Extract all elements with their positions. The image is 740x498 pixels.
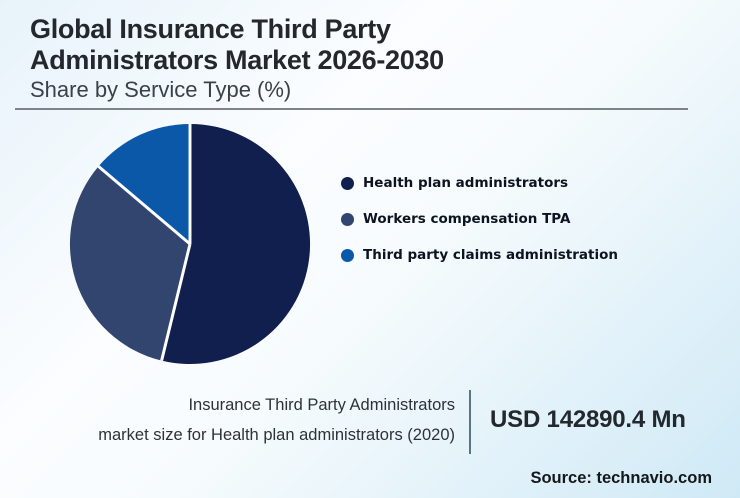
metric-description-line-2: market size for Health plan administrato… xyxy=(98,426,455,444)
pie-slice-separator xyxy=(160,243,192,361)
legend-label: Third party claims administration xyxy=(363,247,618,263)
legend-swatch-icon xyxy=(341,248,354,262)
metric-description: Insurance Third Party Administrators mar… xyxy=(0,390,455,450)
pie-slice-separator xyxy=(97,165,191,246)
legend-swatch-icon xyxy=(341,212,354,226)
metric-value: USD 142890.4 Mn xyxy=(490,406,686,433)
pie-svg xyxy=(69,123,311,365)
page-title: Global Insurance Third Party Administrat… xyxy=(30,14,444,76)
header-divider-line xyxy=(15,108,688,110)
legend-item-workers-compensation-tpa: Workers compensation TPA xyxy=(341,211,618,227)
pie-chart xyxy=(67,121,313,367)
metric-divider-line xyxy=(469,390,471,454)
source-attribution: Source: technavio.com xyxy=(530,469,712,487)
chart-legend: Health plan administrators Workers compe… xyxy=(341,175,618,284)
metric-description-line-1: Insurance Third Party Administrators xyxy=(188,396,455,414)
legend-item-health-plan-administrators: Health plan administrators xyxy=(341,175,618,191)
legend-item-third-party-claims-administration: Third party claims administration xyxy=(341,247,618,263)
legend-label: Workers compensation TPA xyxy=(363,211,571,227)
pie-slice-2 xyxy=(98,123,190,244)
pie-slice-1 xyxy=(69,166,190,361)
legend-swatch-icon xyxy=(341,176,354,190)
page-subtitle: Share by Service Type (%) xyxy=(30,77,292,102)
title-line-2: Administrators Market 2026-2030 xyxy=(30,45,444,75)
legend-label: Health plan administrators xyxy=(363,175,569,191)
title-line-1: Global Insurance Third Party xyxy=(30,14,391,44)
pie-slice-0 xyxy=(161,123,311,365)
